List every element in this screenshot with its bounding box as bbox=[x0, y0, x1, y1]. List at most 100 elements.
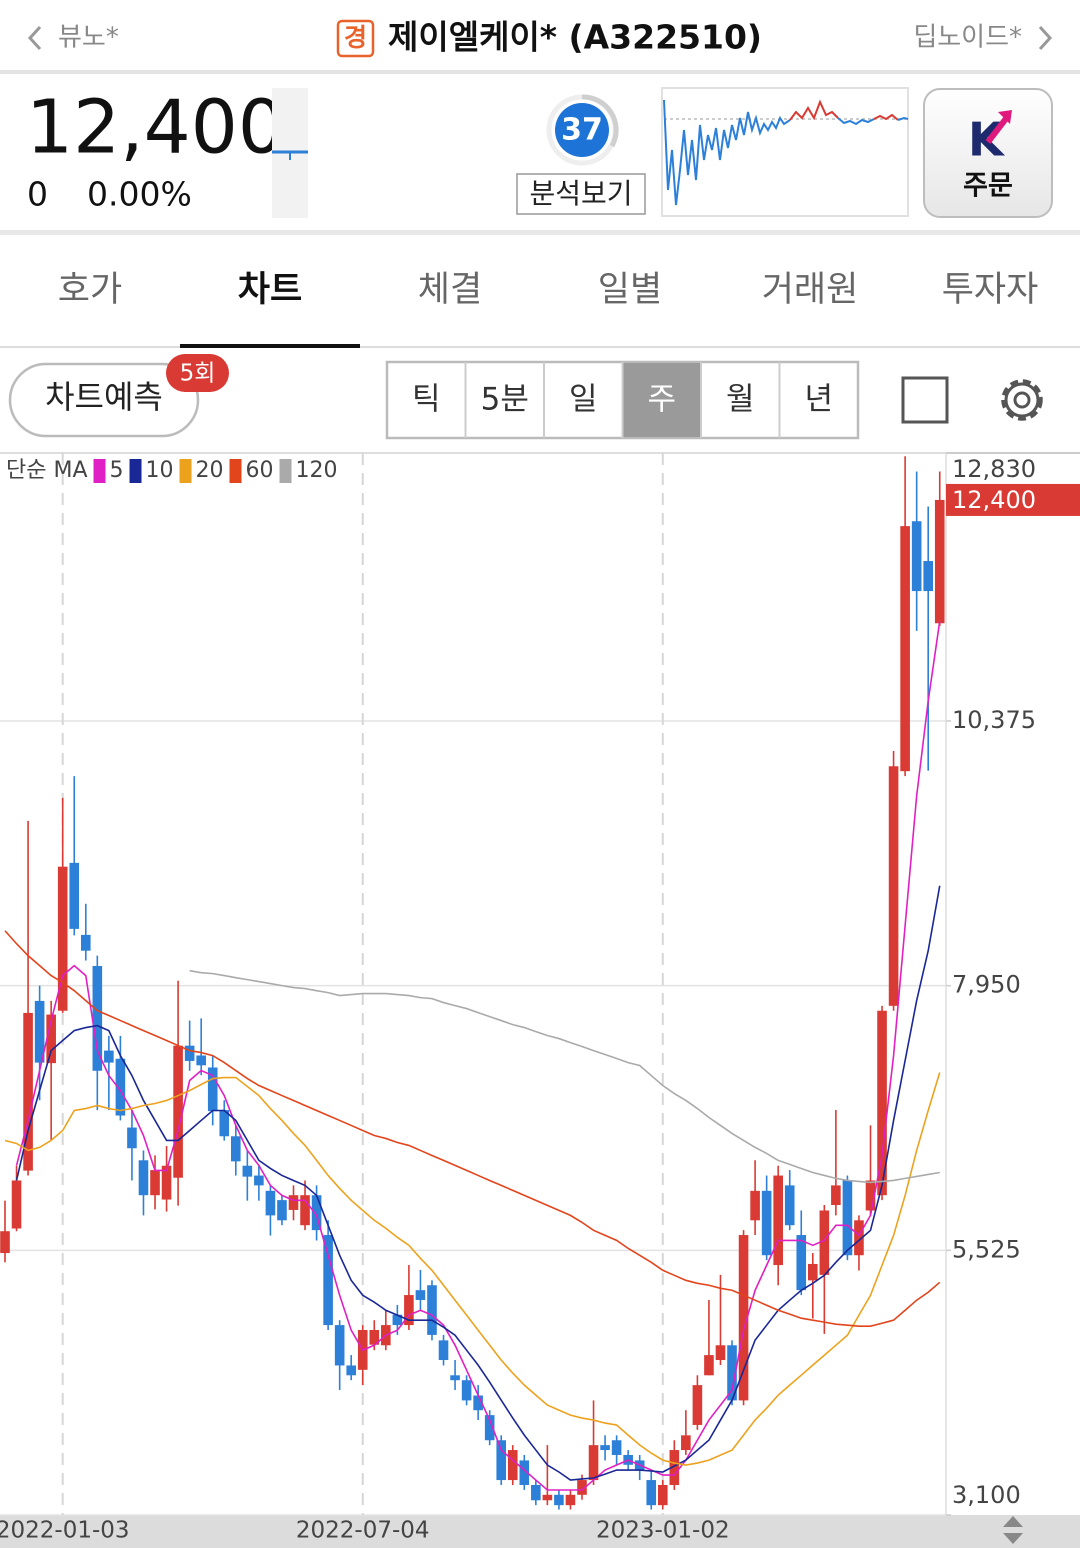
x-axis-bar bbox=[0, 1515, 1080, 1548]
candle-body bbox=[473, 1395, 483, 1411]
predict-button-box[interactable] bbox=[8, 362, 200, 438]
candle-body bbox=[57, 866, 68, 1011]
candle-body bbox=[484, 1415, 495, 1441]
order-logo-arrow[interactable] bbox=[985, 114, 1011, 144]
period[interactable]: 일 bbox=[569, 382, 598, 418]
order-button[interactable]: 주문 bbox=[963, 171, 1013, 202]
scroll-down[interactable] bbox=[1003, 1533, 1023, 1544]
candle-body bbox=[808, 1263, 818, 1281]
candle-body bbox=[911, 521, 922, 592]
y-axis: 3,100 5,525 7,950 10,375 12,830 bbox=[946, 452, 1036, 1516]
candle-body bbox=[738, 1235, 749, 1401]
candle-body bbox=[23, 1012, 33, 1171]
order-logo-arrowhead[interactable] bbox=[998, 110, 1012, 124]
period[interactable]: 5분 bbox=[481, 382, 529, 418]
tab[interactable]: 체결 bbox=[418, 270, 482, 310]
candle-body bbox=[796, 1235, 807, 1291]
y-tick-label: 10,375 bbox=[952, 706, 1036, 734]
back-label[interactable]: 뷰노* bbox=[58, 23, 119, 53]
candle-body bbox=[692, 1385, 703, 1425]
candle-body bbox=[346, 1365, 356, 1376]
tab[interactable]: 일별 bbox=[598, 270, 662, 310]
candle-body bbox=[92, 965, 103, 1071]
candle-body bbox=[184, 1045, 195, 1061]
candle-body bbox=[819, 1210, 830, 1275]
candle-body bbox=[450, 1375, 460, 1381]
candle-body bbox=[404, 1295, 414, 1326]
back-arrow[interactable] bbox=[27, 25, 42, 51]
predict-badge-box bbox=[166, 354, 229, 392]
next-arrow[interactable] bbox=[1038, 25, 1053, 51]
candle-body bbox=[554, 1494, 564, 1506]
settings-icon[interactable] bbox=[1001, 379, 1043, 421]
candle-body bbox=[888, 766, 899, 1006]
candle-body bbox=[69, 862, 80, 929]
layout-icon[interactable] bbox=[901, 376, 949, 424]
analysis-button-box[interactable] bbox=[516, 173, 646, 215]
next-label[interactable]: 딥노이드* bbox=[913, 23, 1022, 53]
candle-body bbox=[34, 1000, 45, 1063]
ma-line bbox=[15, 885, 941, 1481]
candle-body bbox=[461, 1380, 472, 1401]
candle-body bbox=[288, 1195, 299, 1210]
candle-body bbox=[369, 1329, 380, 1345]
change-rate: 0.00% bbox=[87, 175, 192, 214]
candle-body bbox=[588, 1445, 599, 1481]
candle-body bbox=[334, 1325, 345, 1366]
scroll-up[interactable] bbox=[1003, 1516, 1023, 1527]
candle-body bbox=[127, 1127, 137, 1149]
legend-label: 20 bbox=[196, 458, 224, 483]
legend-label: 10 bbox=[146, 458, 174, 483]
legend-label: 60 bbox=[246, 458, 274, 483]
period[interactable]: 월 bbox=[726, 382, 755, 418]
x-tick-label: 2022-07-04 bbox=[296, 1518, 430, 1544]
order-button-box[interactable] bbox=[923, 88, 1053, 218]
candle-body bbox=[761, 1190, 772, 1256]
candle-body bbox=[311, 1195, 322, 1231]
current-price-tag bbox=[946, 483, 1080, 516]
y-tick-label: 7,950 bbox=[952, 971, 1021, 999]
candle-body bbox=[300, 1195, 310, 1226]
ma-line bbox=[189, 969, 940, 1184]
candle-body bbox=[415, 1290, 426, 1300]
candle-body bbox=[842, 1180, 853, 1256]
period[interactable]: 년 bbox=[804, 382, 833, 418]
candle-body bbox=[11, 1180, 22, 1229]
sparkline bbox=[663, 99, 791, 206]
tab[interactable]: 차트 bbox=[238, 270, 302, 310]
candle-body bbox=[323, 1235, 333, 1326]
period[interactable]: 주 bbox=[647, 382, 676, 418]
tab[interactable]: 투자자 bbox=[942, 270, 1039, 310]
candle-body bbox=[600, 1445, 610, 1451]
moving-averages bbox=[4, 620, 941, 1491]
legend-swatch bbox=[179, 459, 192, 483]
score[interactable]: 37 bbox=[561, 113, 603, 148]
period[interactable]: 틱 bbox=[412, 382, 441, 418]
candle-body bbox=[519, 1460, 530, 1485]
change: 0 bbox=[27, 175, 48, 214]
candle-body bbox=[150, 1170, 160, 1196]
candle-body bbox=[427, 1285, 437, 1335]
candle-body bbox=[900, 526, 910, 772]
score-circle[interactable] bbox=[555, 103, 609, 157]
y-tick-label: 5,525 bbox=[952, 1235, 1021, 1263]
x-tick-label: 2023-01-02 bbox=[596, 1518, 730, 1544]
candle-body bbox=[115, 1058, 126, 1116]
legend-swatch bbox=[129, 459, 142, 483]
candle-body bbox=[80, 934, 91, 951]
divider bbox=[0, 230, 1080, 235]
candle-body bbox=[923, 561, 933, 592]
legend-swatch bbox=[93, 459, 106, 483]
y-tick-label: 3,100 bbox=[952, 1481, 1021, 1509]
tab[interactable]: 호가 bbox=[58, 270, 122, 310]
candle-body bbox=[496, 1440, 507, 1481]
analysis-button[interactable]: 분석보기 bbox=[529, 177, 632, 210]
candle-body bbox=[934, 499, 945, 624]
tab[interactable]: 거래원 bbox=[762, 270, 859, 310]
predict-button[interactable]: 차트예측 bbox=[45, 378, 163, 416]
sparkline-mid bbox=[837, 117, 875, 126]
candle-body bbox=[173, 1045, 183, 1178]
